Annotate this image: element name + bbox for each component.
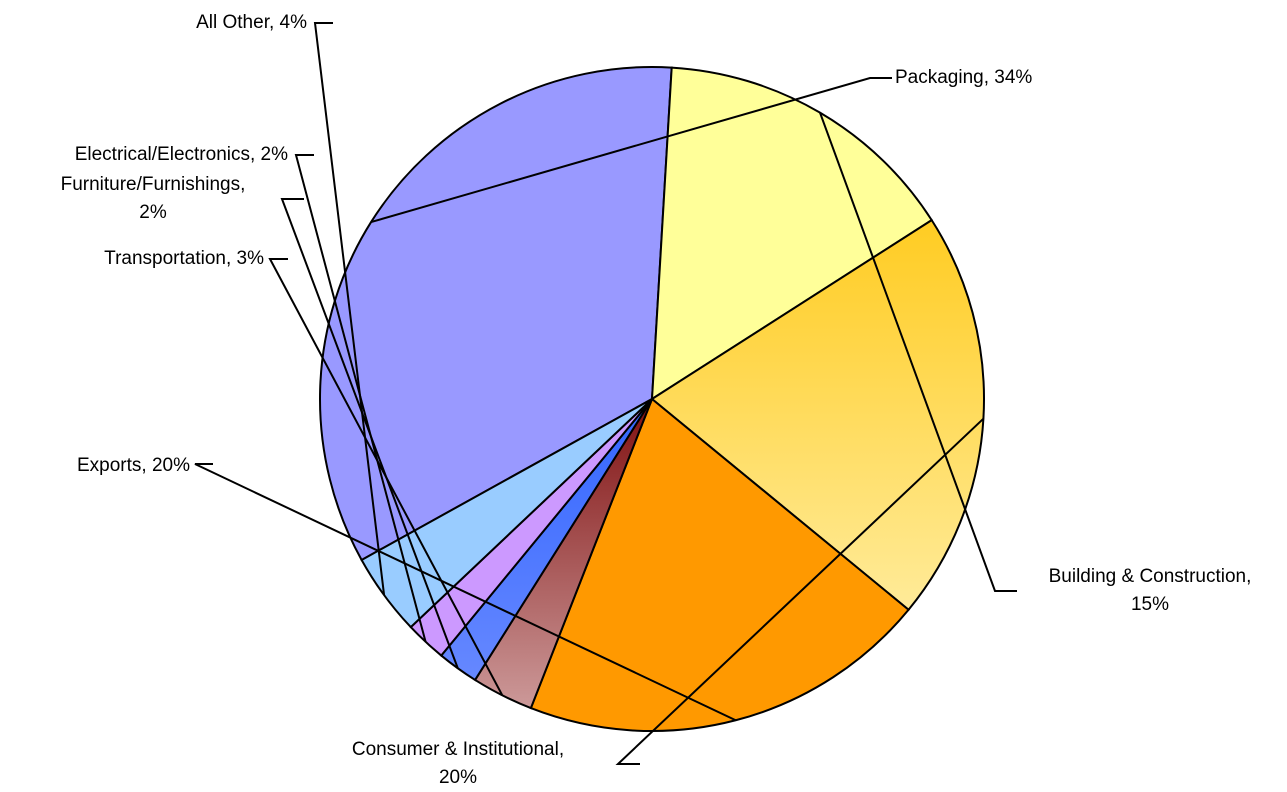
slice-label-all-other-4: All Other, 4% (196, 12, 307, 33)
slice-labels: Packaging, 34% Building & Construction, 15… (61, 12, 1252, 788)
slice-label-line: Packaging, 34% (895, 67, 1032, 88)
slice-label-consumer-institutional: Consumer & Institutional, 20% (352, 739, 564, 788)
slice-label-line: All Other, 4% (196, 12, 307, 33)
pie-slice-all-other-4 (360, 398, 653, 629)
pie-slices (319, 66, 985, 732)
slice-label-furniture-furnishings: Furniture/Furnishings, 2% (61, 174, 246, 223)
slice-label-line: 2% (139, 202, 167, 223)
leader-line-packaging-34 (370, 77, 892, 224)
slice-label-line: Consumer & Institutional, (352, 739, 564, 760)
leader-line-exports-20 (194, 463, 737, 722)
slice-label-line: Furniture/Furnishings, (61, 174, 246, 195)
leader-line-electrical-electronics-2 (294, 154, 427, 643)
slice-label-electrical-electronics-2: Electrical/Electronics, 2% (75, 144, 288, 165)
slice-label-line: Building & Construction, (1049, 566, 1252, 587)
pie-slice-exports-20 (529, 397, 910, 732)
leader-lines (194, 22, 1017, 765)
slice-label-line: Exports, 20% (77, 455, 190, 476)
slice-label-packaging-34: Packaging, 34% (895, 67, 1032, 88)
leader-line-furniture-furnishings (280, 198, 459, 669)
leader-line-consumer-institutional (615, 417, 985, 765)
slice-label-line: Electrical/Electronics, 2% (75, 144, 288, 165)
slice-label-line: 20% (439, 767, 477, 788)
leader-line-building-construction (819, 112, 1017, 592)
slice-label-building-construction: Building & Construction, 15% (1049, 566, 1252, 615)
slice-label-exports-20: Exports, 20% (77, 455, 190, 476)
slice-label-transportation-3: Transportation, 3% (104, 248, 264, 269)
slice-label-line: Transportation, 3% (104, 248, 264, 269)
leader-line-all-other-4 (313, 22, 386, 596)
pie-slice-consumer-institutional (650, 218, 985, 612)
slice-label-line: 15% (1131, 594, 1169, 615)
leader-line-transportation-3 (268, 258, 504, 696)
